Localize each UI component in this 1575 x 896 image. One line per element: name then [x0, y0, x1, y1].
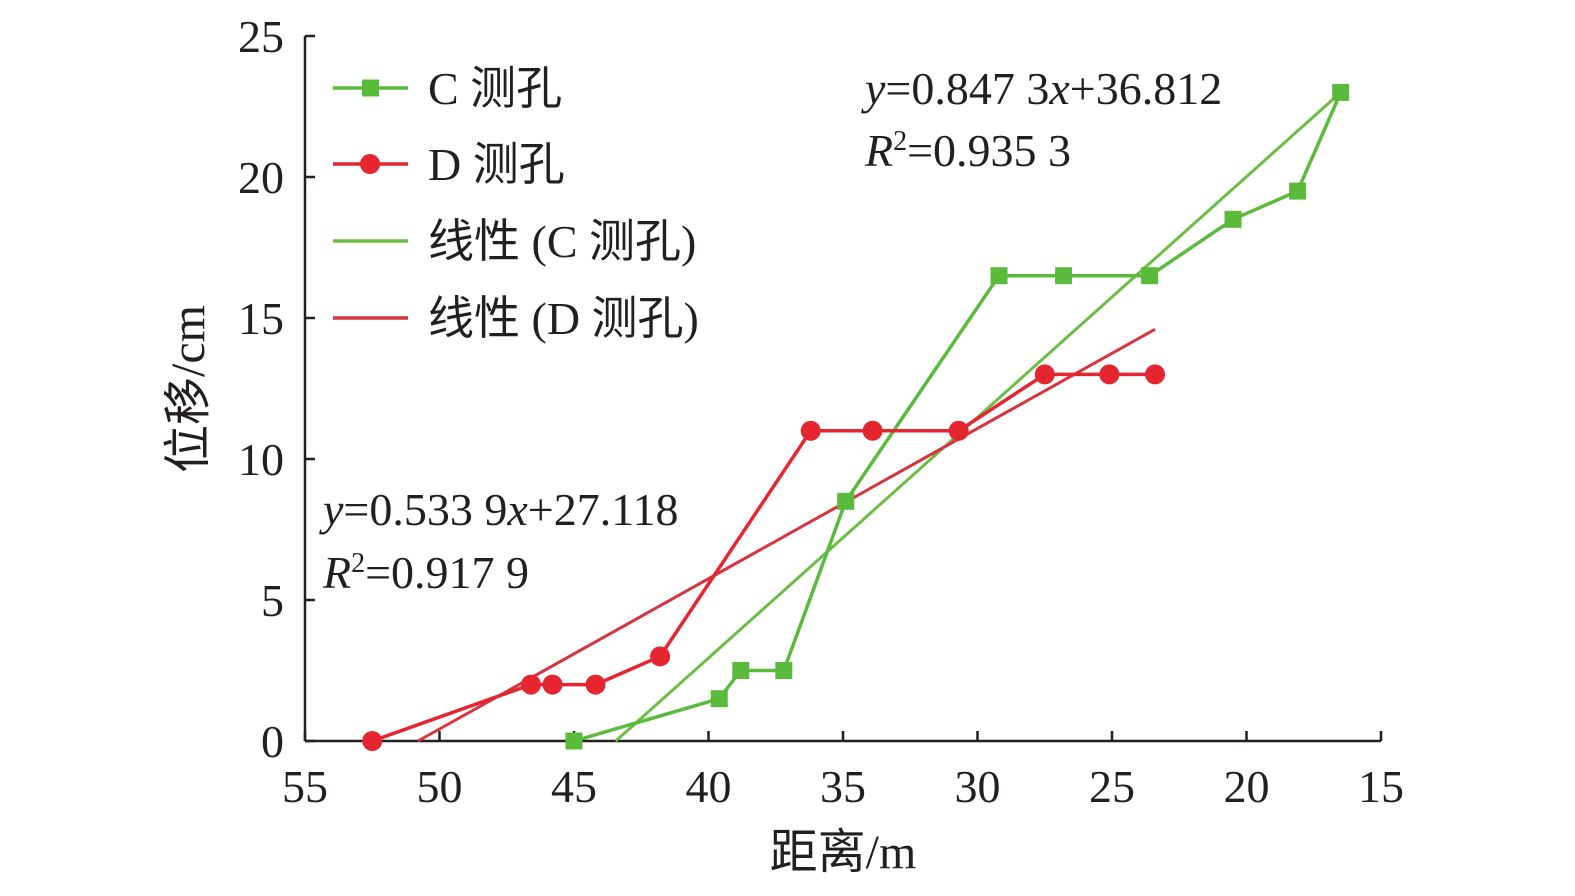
data-point-d	[948, 420, 969, 441]
x-tick-label: 40	[686, 761, 732, 812]
data-point-c	[775, 662, 793, 679]
y-tick-label: 0	[261, 716, 284, 767]
data-point-c	[1141, 267, 1159, 285]
legend-label: 线性 (D 测孔)	[428, 293, 699, 344]
data-point-d	[862, 420, 883, 441]
legend-label: 线性 (C 测孔)	[428, 216, 696, 267]
data-point-d	[800, 420, 821, 441]
data-point-c	[1332, 83, 1350, 101]
y-tick-label: 15	[238, 293, 284, 344]
legend-marker-circle	[360, 154, 380, 174]
tick-labels: 55 50 45 40 35 30 25 20 15 0 5 10 15 20 25	[238, 11, 1404, 812]
data-point-c	[990, 267, 1008, 285]
data-point-d	[1034, 364, 1055, 385]
data-point-c	[1055, 267, 1073, 285]
axes	[303, 34, 1383, 743]
y-tick-label: 25	[238, 11, 284, 62]
data-point-d	[362, 731, 383, 751]
x-tick-label: 15	[1358, 761, 1404, 812]
x-axis-title: 距离/m	[770, 826, 917, 879]
equation-d: y=0.533 9x+27.118	[319, 484, 679, 535]
data-point-c	[1224, 210, 1242, 228]
y-tick-label: 10	[238, 434, 284, 485]
data-point-c	[710, 690, 728, 708]
x-tick-label: 50	[417, 761, 463, 812]
data-point-c	[1289, 182, 1307, 200]
y-axis-title: 位移/cm	[162, 305, 215, 473]
markers-layer	[362, 83, 1350, 751]
legend-marker-square	[362, 79, 379, 97]
x-tick-label: 45	[551, 761, 597, 812]
data-point-d	[650, 646, 671, 667]
data-point-d	[1145, 364, 1166, 385]
legend-label: C 测孔	[428, 63, 562, 114]
x-tick-label: 55	[282, 761, 328, 812]
y-tick-label: 5	[261, 575, 284, 626]
data-point-c	[565, 732, 583, 750]
x-tick-label: 25	[1089, 761, 1135, 812]
data-point-d	[520, 674, 541, 695]
series-line-3	[417, 327, 1156, 743]
data-point-c	[732, 662, 750, 679]
r-squared-c: R2=0.935 3	[864, 125, 1071, 176]
legend-label: D 测孔	[428, 139, 565, 190]
data-point-d	[585, 674, 606, 695]
series-line-0	[573, 91, 1343, 743]
equation-c: y=0.847 3x+36.812	[861, 63, 1222, 114]
y-tick-label: 20	[238, 152, 284, 203]
data-point-c	[837, 492, 855, 510]
x-tick-label: 30	[955, 761, 1001, 812]
data-point-d	[542, 674, 563, 695]
x-tick-label: 35	[820, 761, 866, 812]
data-point-d	[1099, 364, 1120, 385]
r-squared-d: R2=0.917 9	[322, 547, 529, 598]
x-tick-label: 20	[1224, 761, 1270, 812]
